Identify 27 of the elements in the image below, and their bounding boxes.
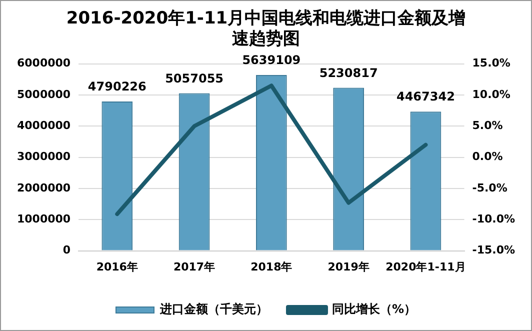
y2-tick-label: -10.0% [472,212,516,226]
y-tick-label: 0 [62,244,71,257]
x-tick-label: 2019年 [328,260,370,274]
data-label: 5639109 [242,53,301,68]
x-tick-label: 2020年1-11月 [386,260,466,274]
x-tick-label: 2018年 [250,260,292,274]
data-label: 4790226 [88,80,146,94]
y2-tick-label: 5.0% [472,118,503,132]
y-tick-label: 2000000 [17,181,71,194]
x-tick-label: 2016年 [96,260,138,274]
chart-title: 2016-2020年1-11月中国电线和电缆进口金额及增速趋势图 [66,8,466,50]
y-tick-label: 4000000 [17,118,71,132]
y2-tick-label: -15.0% [472,244,516,257]
y-tick-label: 5000000 [17,88,71,101]
y-tick-label: 3000000 [17,150,71,164]
y2-tick-label: 0.0% [472,150,503,164]
y-tick-label: 6000000 [17,56,71,70]
y2-tick-label: 10.0% [472,88,510,101]
y2-tick-label: 15.0% [472,56,510,70]
x-tick-label: 2017年 [173,260,216,274]
legend-label: 进口金额（千美元） [158,302,268,316]
data-label: 4467342 [396,90,455,104]
y-tick-label: 1000000 [17,212,71,226]
data-label: 5230817 [319,66,378,80]
y2-tick-label: -5.0% [472,181,508,194]
legend-label: 同比增长（%） [332,302,416,316]
data-label: 5057055 [165,71,224,86]
